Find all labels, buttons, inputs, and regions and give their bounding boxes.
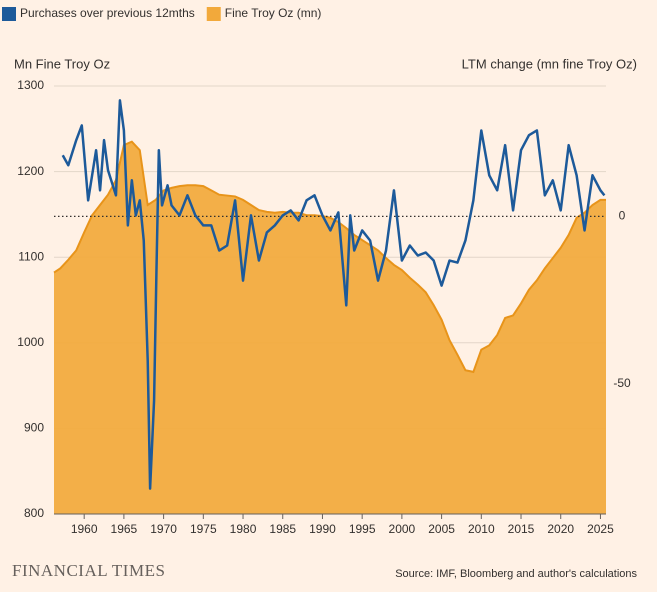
y2-axis-title: LTM change (mn fine Troy Oz) <box>462 56 637 71</box>
y2-tick-label: 0 <box>619 209 626 223</box>
x-tick-label: 2010 <box>468 522 495 536</box>
x-tick-label: 1985 <box>269 522 296 536</box>
x-tick-label: 1980 <box>230 522 257 536</box>
x-tick-label: 1965 <box>111 522 138 536</box>
logo: FINANCIAL TIMES <box>12 561 165 580</box>
y-tick-label: 1300 <box>17 78 44 92</box>
areas <box>53 140 606 514</box>
legend-label: Fine Troy Oz (mn) <box>225 6 322 20</box>
x-tick-label: 2015 <box>508 522 535 536</box>
y2-tick-label: -50 <box>613 376 631 390</box>
legend-swatch <box>206 7 221 21</box>
y-tick-label: 900 <box>24 421 44 435</box>
line <box>61 99 606 490</box>
y-tick-label: 1100 <box>18 249 44 263</box>
x-tick-label: 1995 <box>349 522 376 536</box>
x-tick-label: 1975 <box>190 522 217 536</box>
area-edge <box>53 140 606 374</box>
x-tick-label: 2020 <box>547 522 574 536</box>
x-tick-label: 1960 <box>71 522 98 536</box>
legend-swatch <box>2 7 16 21</box>
legend-label: Purchases over previous 12mths <box>20 6 195 20</box>
x-tick-label: 1990 <box>309 522 336 536</box>
lines <box>61 99 606 490</box>
y-tick-label: 1200 <box>17 164 44 178</box>
y-tick-label: 1000 <box>17 335 44 349</box>
y-tick-label: 800 <box>24 506 44 520</box>
x-tick-label: 2005 <box>428 522 455 536</box>
x-tick-label: 1970 <box>150 522 177 536</box>
x-tick-label: 2000 <box>389 522 416 536</box>
source: Source: IMF, Bloomberg and author's calc… <box>395 568 637 580</box>
x-tick-label: 2025 <box>587 522 614 536</box>
y-axis-title: Mn Fine Troy Oz <box>14 56 110 71</box>
area <box>54 141 606 514</box>
